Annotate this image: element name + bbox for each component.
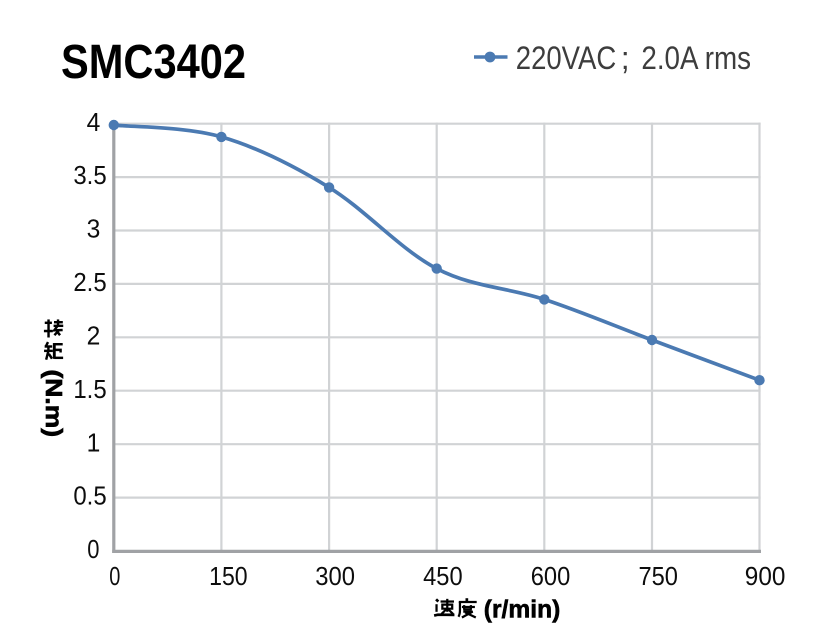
svg-text:220VAC: 220VAC	[516, 40, 616, 76]
svg-text:450: 450	[423, 561, 463, 591]
svg-text:;: ;	[621, 40, 630, 76]
svg-text:3: 3	[87, 214, 101, 244]
svg-text:750: 750	[638, 561, 678, 591]
svg-text:(N.m): (N.m)	[41, 370, 67, 438]
svg-text:900: 900	[745, 561, 786, 591]
svg-text:2.5: 2.5	[73, 267, 106, 297]
svg-text:0: 0	[87, 534, 99, 564]
svg-text:1.5: 1.5	[73, 374, 106, 404]
svg-text:0: 0	[109, 561, 120, 591]
svg-text:1: 1	[87, 427, 101, 457]
svg-text:4: 4	[87, 107, 101, 137]
svg-text:600: 600	[531, 561, 571, 591]
svg-text:2.0A rms: 2.0A rms	[641, 40, 751, 76]
svg-text:(r/min): (r/min)	[484, 596, 561, 624]
svg-text:0.5: 0.5	[73, 481, 106, 511]
svg-text:300: 300	[315, 561, 355, 591]
svg-text:150: 150	[209, 561, 248, 591]
svg-text:3.5: 3.5	[73, 160, 106, 190]
svg-text:SMC3402: SMC3402	[61, 36, 246, 89]
svg-text:2: 2	[87, 320, 101, 350]
